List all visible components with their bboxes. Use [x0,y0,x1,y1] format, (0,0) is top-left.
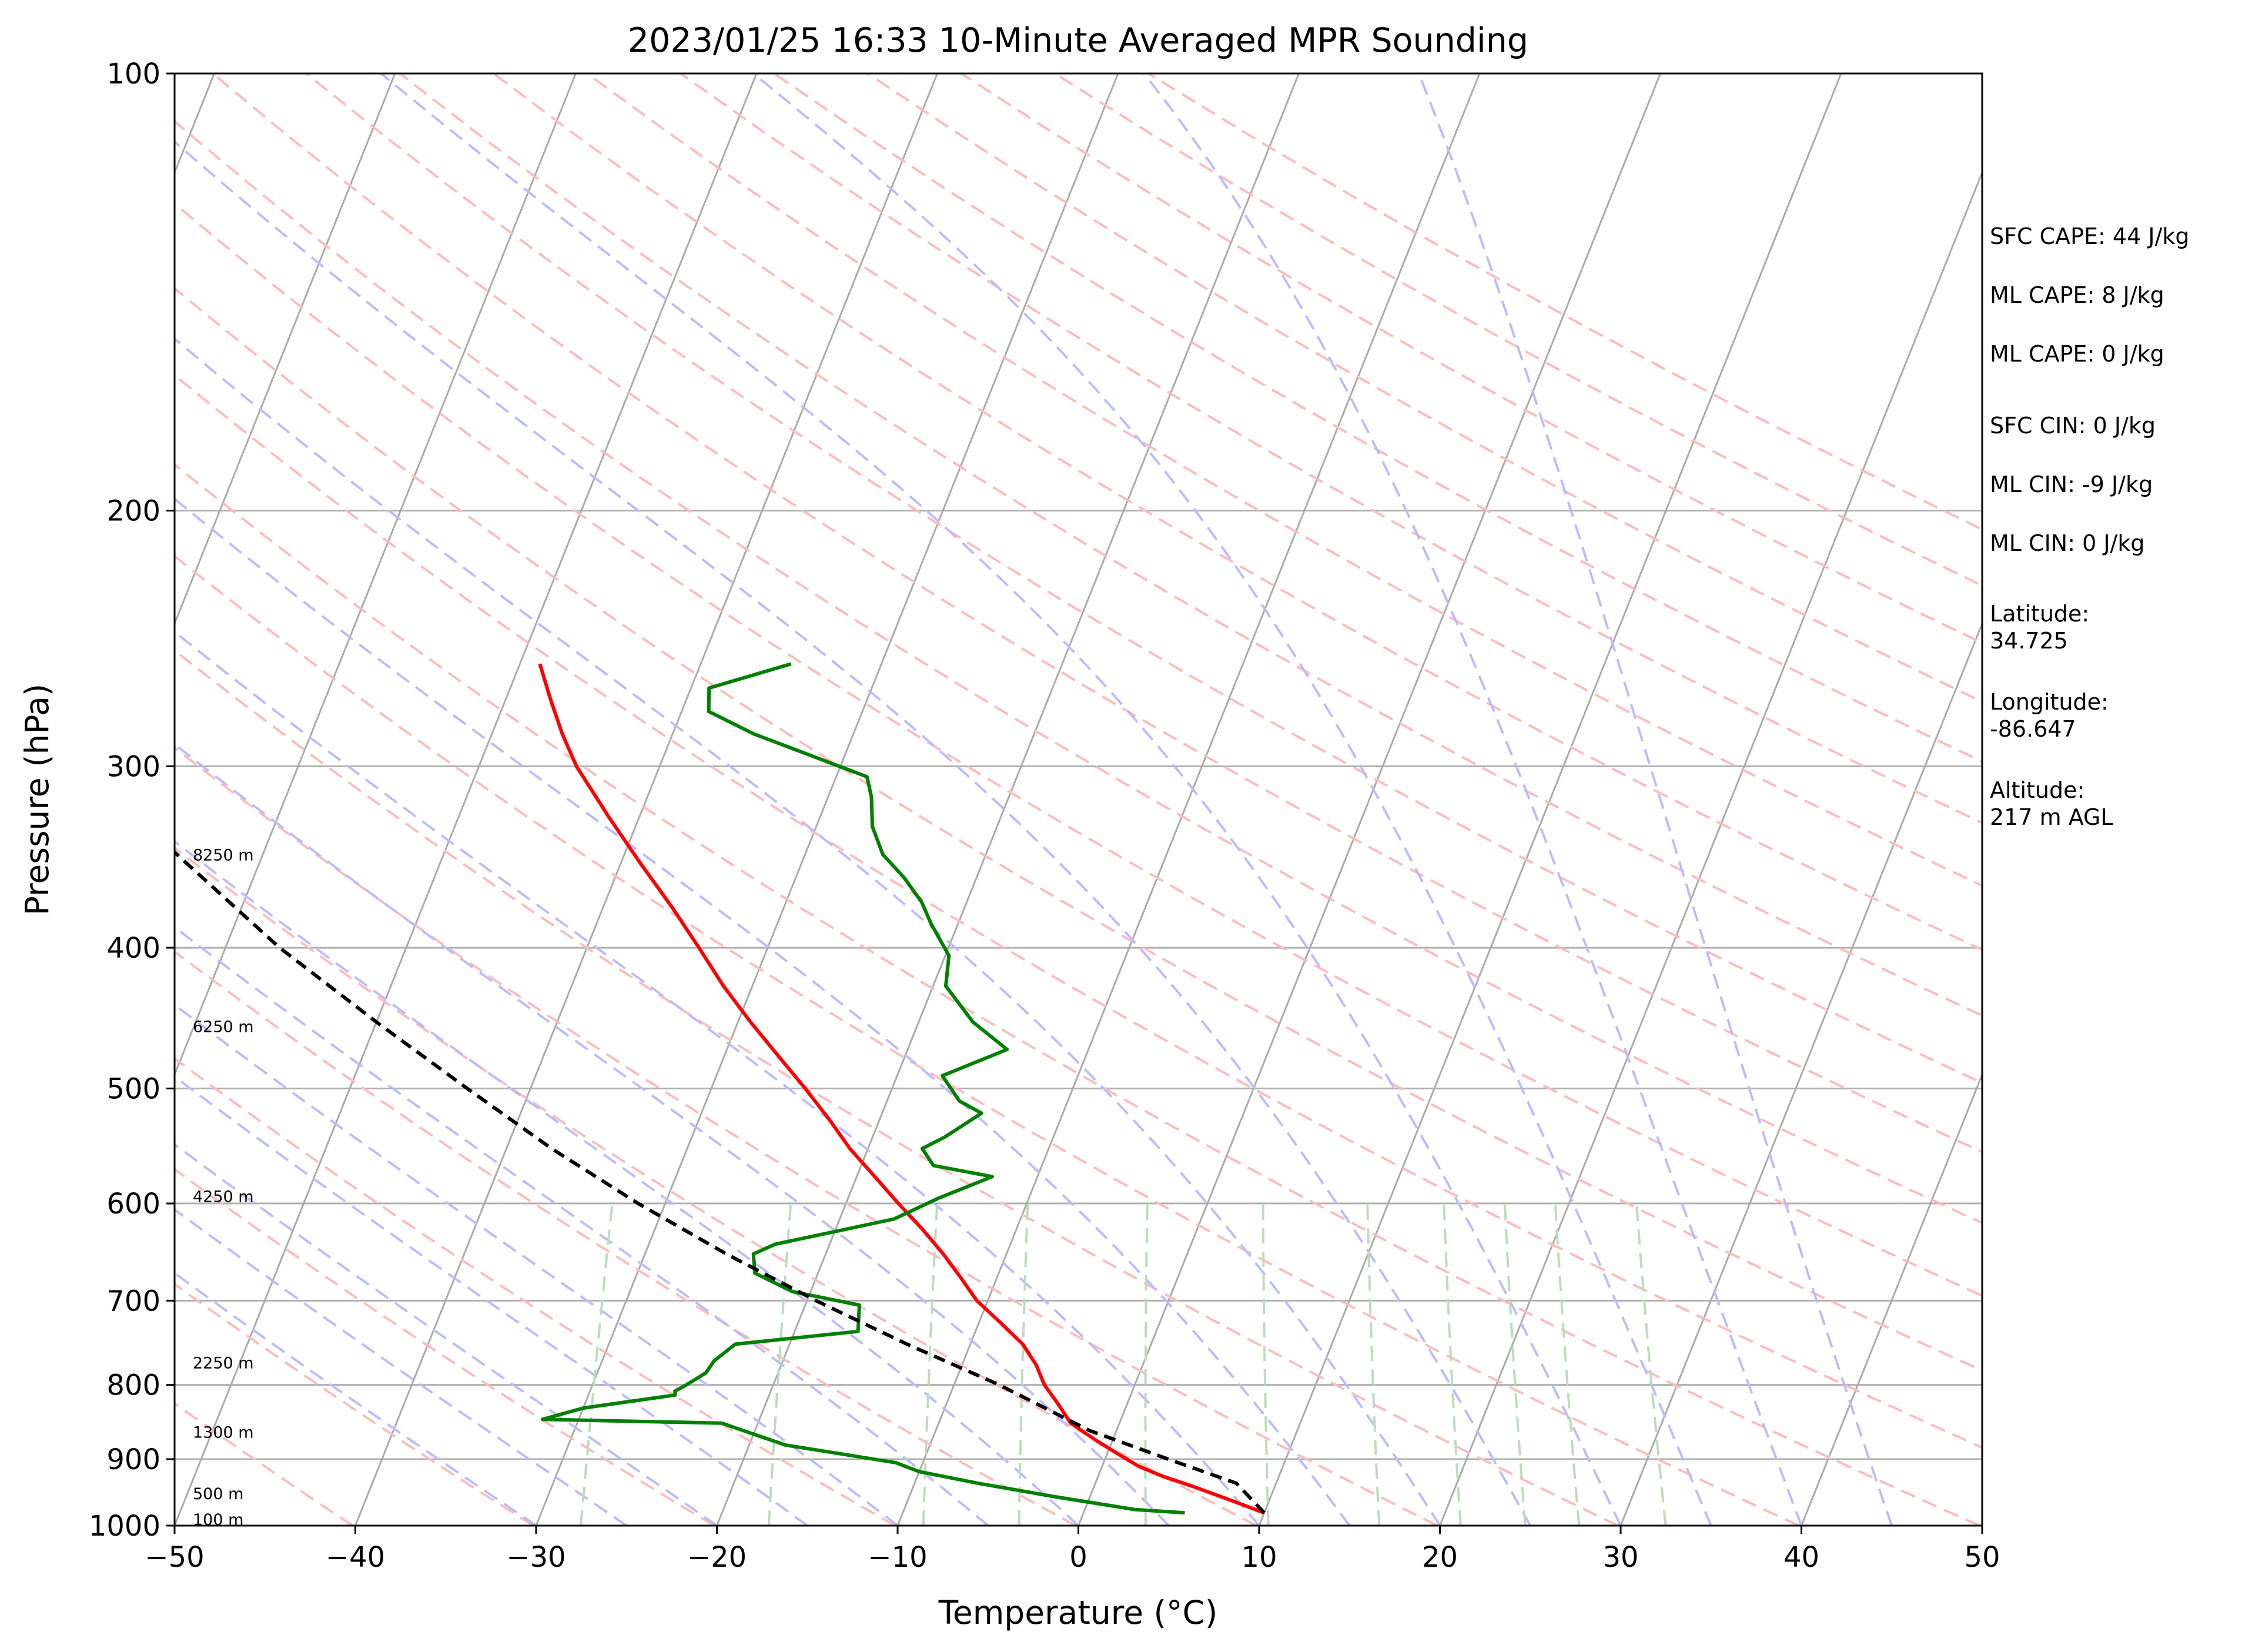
height-label: 100 m [193,1511,243,1529]
x-tick-label: 30 [1602,1541,1638,1574]
stat-sfc-cape: SFC CAPE: 44 J/kg [1990,223,2190,249]
isotherm-line [354,73,938,1526]
height-label: 2250 m [193,1354,254,1372]
isotherm-line [175,73,396,626]
x-tick-label: −30 [506,1541,565,1574]
stat-sfc-cin: SFC CIN: 0 J/kg [1990,413,2156,439]
dewpoint-profile-line [540,662,1185,1515]
height-label: 6250 m [193,1018,254,1036]
isotherm-line [175,73,758,1526]
x-tick-label: −40 [326,1541,385,1574]
dry-adiabat-line [175,286,1982,1372]
dry-adiabat-line [175,373,1982,1449]
x-tick-label: −10 [868,1541,927,1574]
height-label: 4250 m [193,1188,254,1206]
stat-ml-cin-2: ML CIN: 0 J/kg [1990,530,2144,556]
mixing-ratio-line [1635,1203,1667,1526]
y-tick-label: 400 [106,932,160,965]
y-tick-label: 300 [106,750,160,783]
moist-adiabat-line [1143,73,1803,1526]
x-tick-label: −20 [687,1541,747,1574]
height-label: 1300 m [193,1424,254,1442]
dry-adiabat-line [175,1282,534,1526]
dry-adiabat-line [586,73,1982,887]
y-tick-label: 1000 [89,1510,160,1543]
moist-adiabat-line [752,73,1712,1526]
isotherm-line [896,73,1481,1526]
y-tick-label: 700 [106,1285,160,1317]
isotherm-line [1078,73,1661,1526]
y-axis-label: Pressure (hPa) [18,684,56,916]
latitude-label: Latitude: [1990,601,2089,627]
y-tick-label: 600 [106,1188,160,1220]
x-tick-label: 20 [1422,1541,1458,1574]
isotherm-line [535,73,1119,1526]
x-tick-label: −50 [145,1541,204,1574]
y-tick-label: 800 [106,1369,160,1402]
moist-adiabat-line [380,73,1622,1526]
x-axis-ticks: −50 −40 −30 −20 −10 0 10 20 30 40 50 [145,1526,2000,1574]
dry-adiabat-line [212,73,1982,1153]
dry-adiabat-line [773,73,1982,763]
stat-ml-cape-2: ML CAPE: 0 J/kg [1990,341,2164,367]
longitude-label: Longitude: [1990,689,2109,715]
moist-adiabat-line [175,743,1170,1526]
dry-adiabat-line [175,648,1619,1526]
x-tick-label: 0 [1069,1541,1087,1574]
dry-adiabat-line [175,1168,715,1526]
chart-title: 2023/01/25 16:33 10-Minute Averaged MPR … [628,21,1528,60]
isotherm-line [1439,170,1982,1526]
isotherm-line [1258,73,1842,1526]
dry-adiabat-line [175,949,1076,1526]
altitude-value: 217 m AGL [1990,804,2113,830]
isotherm-line [1801,1072,1982,1526]
moist-adiabat-line [175,925,989,1526]
stat-ml-cin: ML CIN: -9 J/kg [1990,471,2153,497]
stat-ml-cape: ML CAPE: 8 J/kg [1990,282,2164,308]
grid-layer [175,73,1982,1526]
x-tick-label: 40 [1783,1541,1819,1574]
moist-adiabat-line [175,1003,899,1526]
isotherm-line [716,73,1300,1526]
moist-adiabat-line [1417,73,1893,1526]
mixing-ratio-line [1554,1203,1581,1526]
isotherm-line [175,73,577,1077]
dry-adiabat-line [866,73,1982,703]
y-tick-label: 100 [106,58,160,91]
series-layer [175,662,1266,1515]
moist-adiabat-line [175,497,1351,1526]
temperature-profile-line [538,663,1265,1515]
mixing-ratio-line [1503,1203,1527,1526]
y-axis-ticks: 1000 900 800 700 600 500 400 300 200 100 [89,58,175,1543]
y-tick-label: 500 [106,1072,160,1105]
longitude-value: -86.647 [1990,716,2076,742]
moist-adiabat-line [175,840,1079,1526]
x-tick-label: 50 [1964,1541,2000,1574]
parcel-path-line [175,850,1266,1514]
latitude-value: 34.725 [1990,628,2068,654]
dry-adiabat-line [493,73,1982,951]
y-tick-label: 900 [106,1443,160,1476]
isotherm-line [1619,621,1982,1526]
dry-adiabat-line [175,119,1982,1225]
mixing-ratio-line [580,1203,614,1526]
dry-adiabat-line [175,746,1438,1526]
dry-adiabat-line [175,463,1980,1526]
dry-adiabat-line [175,554,1799,1526]
x-tick-label: 10 [1241,1541,1277,1574]
height-label: 500 m [193,1485,243,1503]
moist-adiabat-line [175,337,1441,1526]
y-tick-label: 200 [106,495,160,528]
altitude-label: Altitude: [1990,777,2084,803]
x-axis-label: Temperature (°C) [938,1594,1218,1631]
moist-adiabat-line [175,140,1532,1526]
height-label: 8250 m [193,846,254,864]
stats-panel: SFC CAPE: 44 J/kg ML CAPE: 8 J/kg ML CAP… [1990,223,2190,830]
dry-adiabat-line [175,202,1982,1297]
height-labels: 100 m 500 m 1300 m 2250 m 4250 m 6250 m 8250 m [193,846,254,1529]
moist-adiabat-line [175,630,1260,1526]
